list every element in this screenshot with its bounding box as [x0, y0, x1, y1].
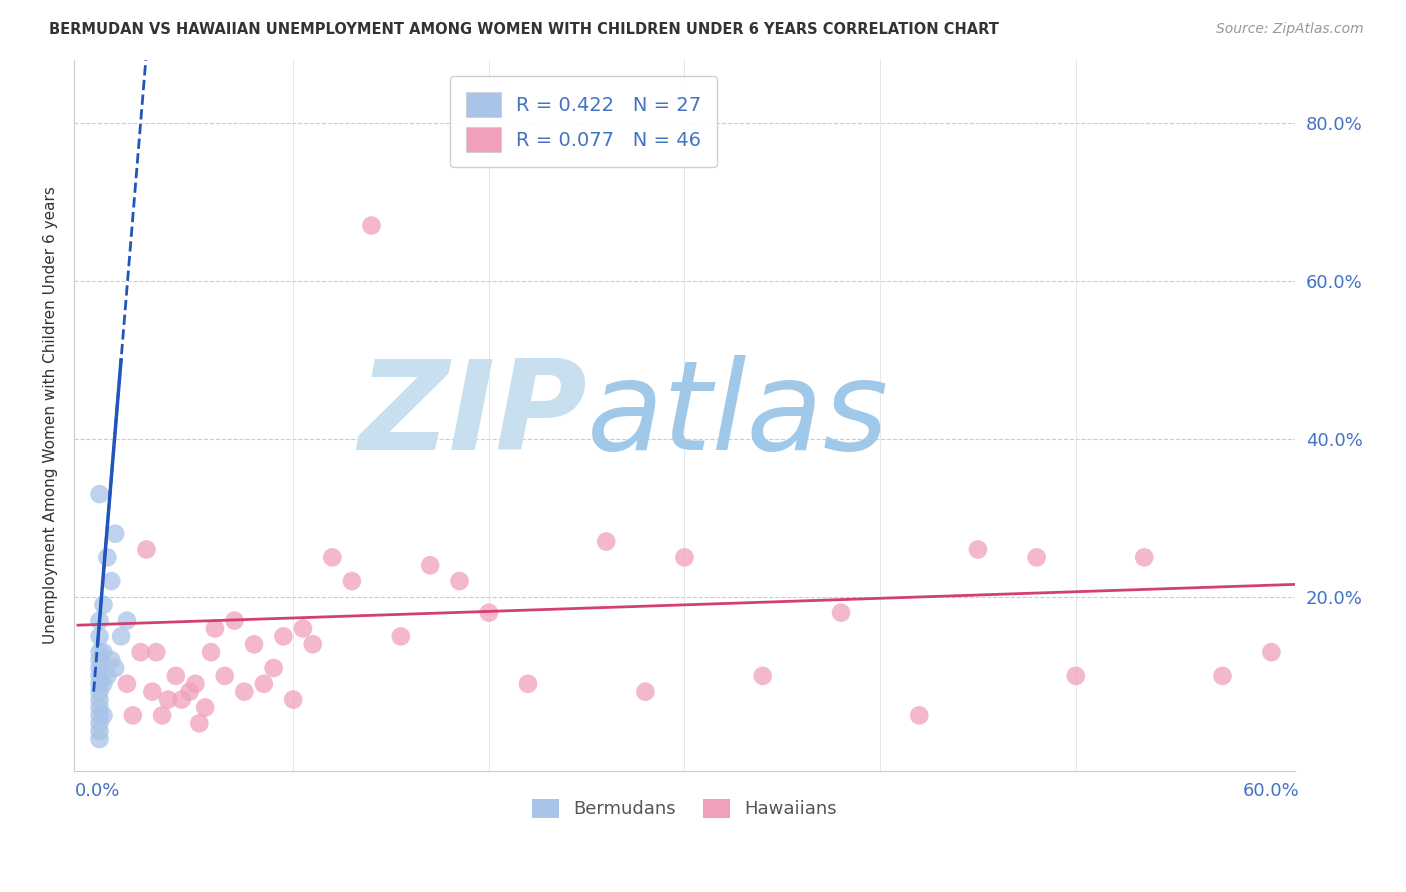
- Point: [156, 692, 179, 706]
- Point: [908, 708, 931, 723]
- Point: [478, 606, 501, 620]
- Point: [100, 653, 122, 667]
- Point: [89, 724, 111, 739]
- Point: [214, 669, 236, 683]
- Text: atlas: atlas: [586, 355, 889, 475]
- Point: [751, 669, 773, 683]
- Point: [263, 661, 285, 675]
- Point: [194, 700, 217, 714]
- Point: [419, 558, 441, 573]
- Point: [89, 700, 111, 714]
- Point: [93, 598, 115, 612]
- Point: [89, 653, 111, 667]
- Point: [301, 637, 323, 651]
- Point: [273, 629, 295, 643]
- Point: [104, 526, 127, 541]
- Point: [89, 629, 111, 643]
- Point: [89, 487, 111, 501]
- Point: [89, 684, 111, 698]
- Point: [93, 645, 115, 659]
- Point: [96, 669, 118, 683]
- Point: [184, 677, 207, 691]
- Point: [89, 716, 111, 731]
- Point: [170, 692, 193, 706]
- Point: [1260, 645, 1282, 659]
- Point: [89, 677, 111, 691]
- Point: [115, 677, 138, 691]
- Point: [129, 645, 152, 659]
- Point: [89, 669, 111, 683]
- Point: [145, 645, 167, 659]
- Point: [283, 692, 305, 706]
- Point: [449, 574, 471, 588]
- Y-axis label: Unemployment Among Women with Children Under 6 years: Unemployment Among Women with Children U…: [44, 186, 58, 644]
- Point: [243, 637, 266, 651]
- Point: [96, 550, 118, 565]
- Point: [360, 219, 382, 233]
- Point: [233, 684, 256, 698]
- Point: [595, 534, 617, 549]
- Point: [1211, 669, 1233, 683]
- Point: [389, 629, 412, 643]
- Point: [110, 629, 132, 643]
- Point: [115, 614, 138, 628]
- Point: [100, 574, 122, 588]
- Point: [1064, 669, 1087, 683]
- Text: Source: ZipAtlas.com: Source: ZipAtlas.com: [1216, 22, 1364, 37]
- Point: [340, 574, 363, 588]
- Point: [89, 732, 111, 747]
- Point: [165, 669, 187, 683]
- Point: [517, 677, 540, 691]
- Point: [673, 550, 696, 565]
- Point: [89, 708, 111, 723]
- Point: [150, 708, 173, 723]
- Point: [141, 684, 163, 698]
- Point: [93, 708, 115, 723]
- Point: [89, 614, 111, 628]
- Point: [253, 677, 276, 691]
- Point: [1133, 550, 1156, 565]
- Point: [224, 614, 246, 628]
- Point: [188, 716, 211, 731]
- Point: [634, 684, 657, 698]
- Point: [121, 708, 143, 723]
- Point: [200, 645, 222, 659]
- Point: [1025, 550, 1047, 565]
- Point: [967, 542, 990, 557]
- Point: [321, 550, 343, 565]
- Point: [104, 661, 127, 675]
- Point: [89, 692, 111, 706]
- Point: [93, 677, 115, 691]
- Legend: Bermudans, Hawaiians: Bermudans, Hawaiians: [524, 791, 845, 826]
- Point: [204, 622, 226, 636]
- Point: [135, 542, 157, 557]
- Point: [291, 622, 314, 636]
- Point: [89, 645, 111, 659]
- Point: [179, 684, 201, 698]
- Text: BERMUDAN VS HAWAIIAN UNEMPLOYMENT AMONG WOMEN WITH CHILDREN UNDER 6 YEARS CORREL: BERMUDAN VS HAWAIIAN UNEMPLOYMENT AMONG …: [49, 22, 1000, 37]
- Point: [89, 661, 111, 675]
- Point: [830, 606, 852, 620]
- Text: ZIP: ZIP: [359, 355, 586, 475]
